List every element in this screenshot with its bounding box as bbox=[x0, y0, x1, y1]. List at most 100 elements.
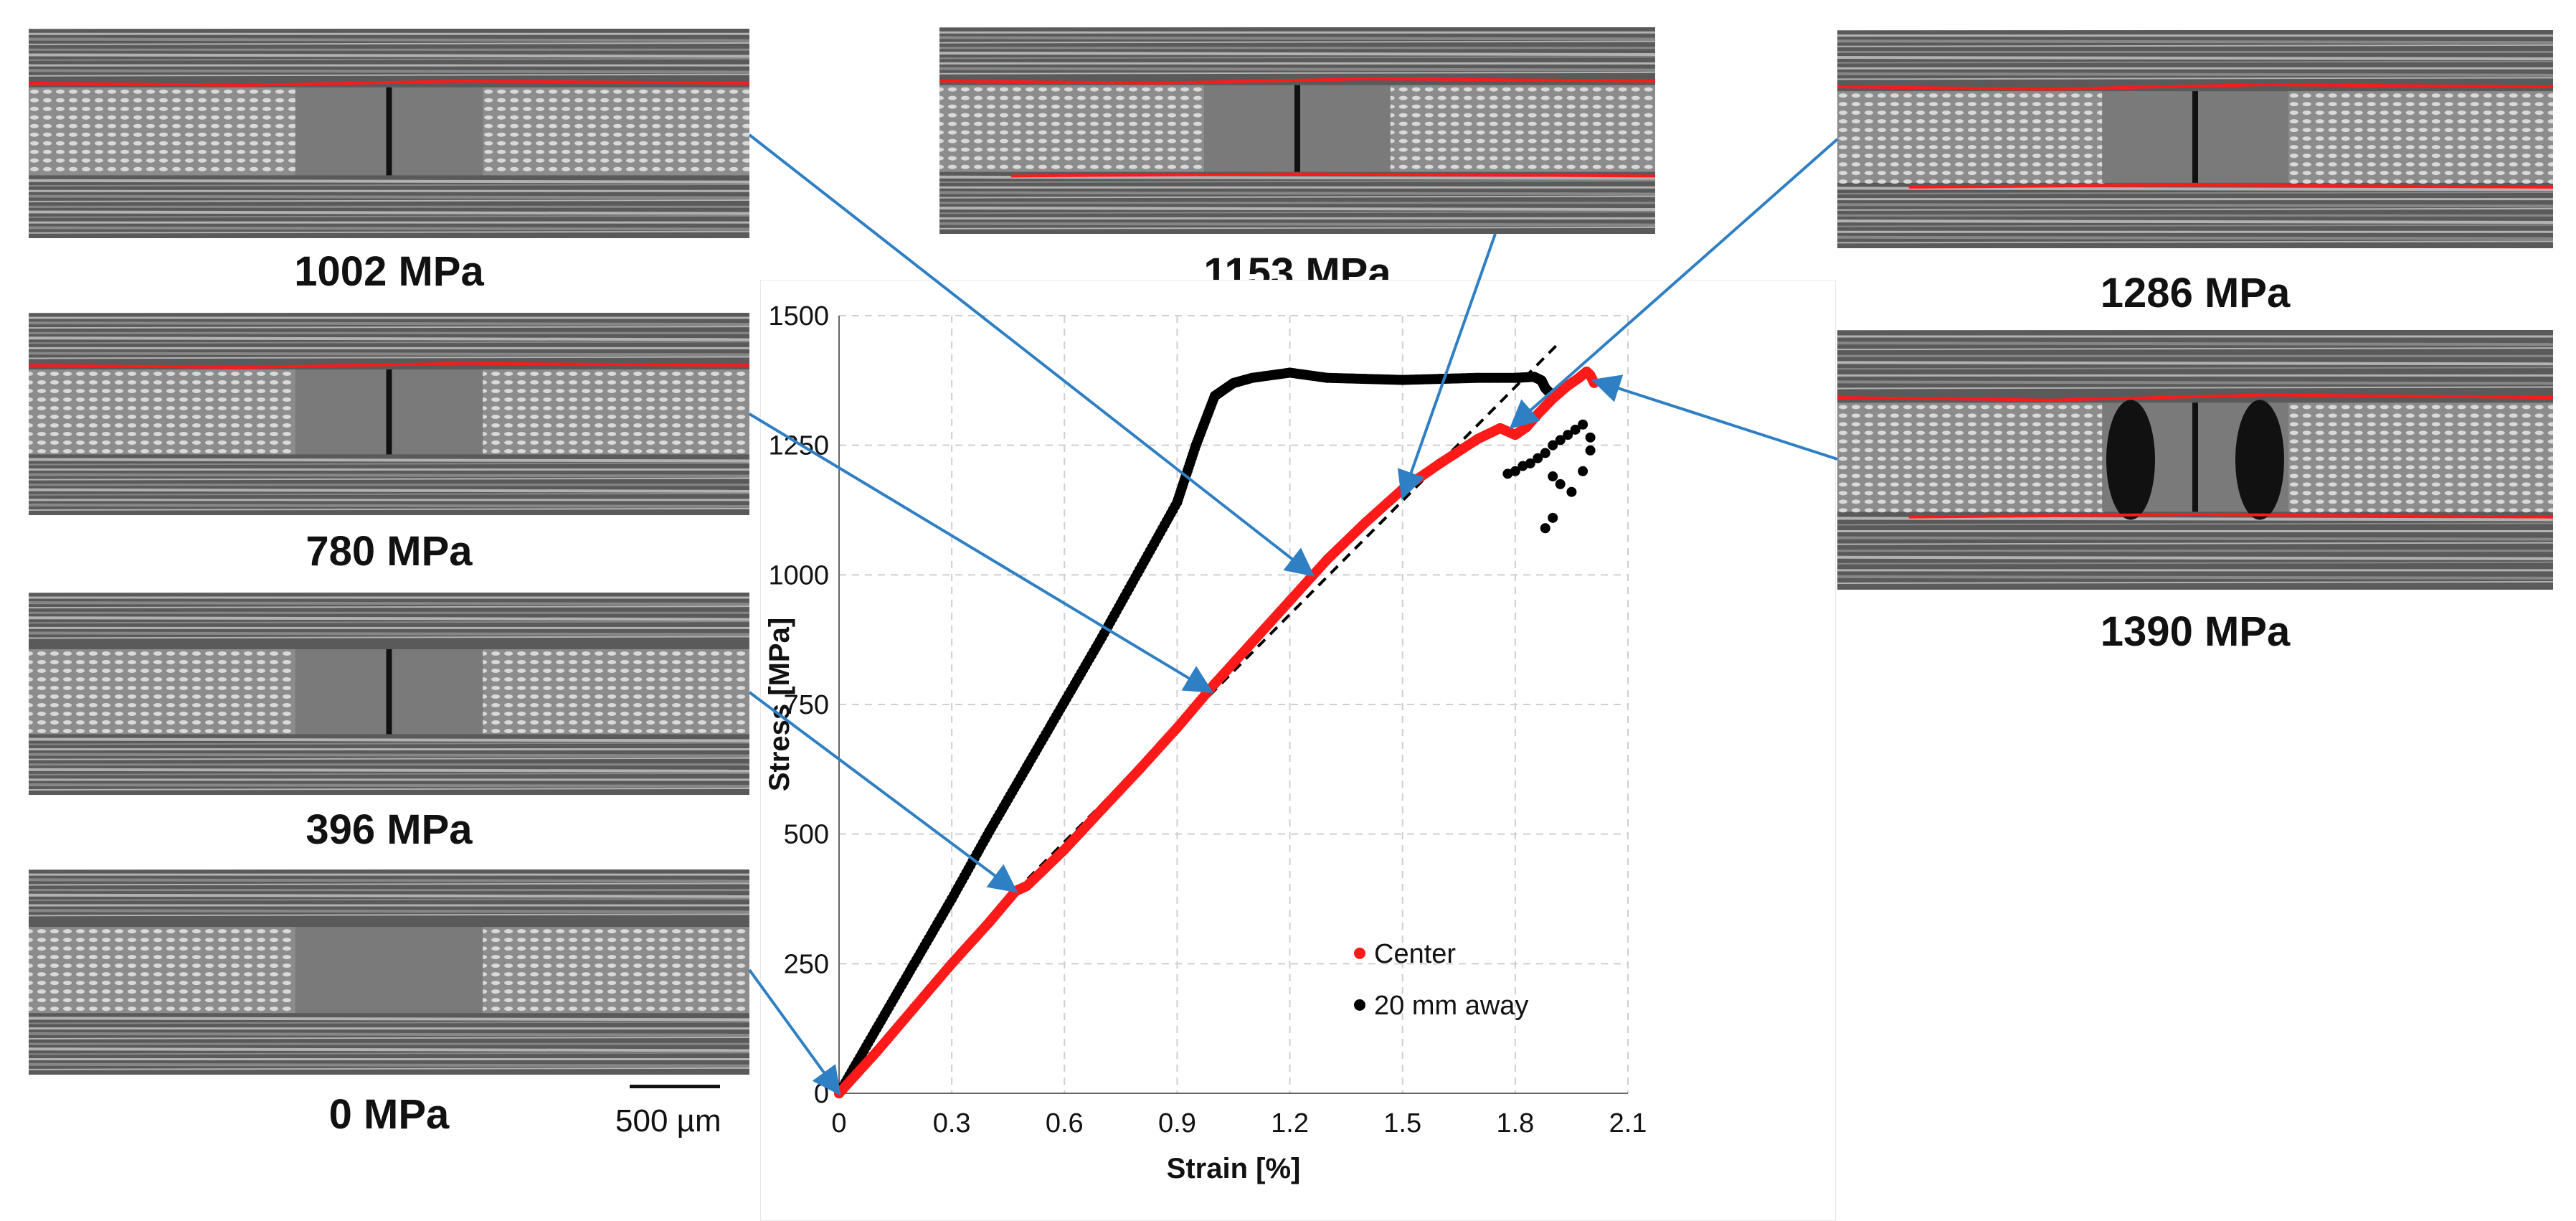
point-20mm-away-post bbox=[1578, 466, 1588, 476]
point-center bbox=[1435, 458, 1446, 468]
point-20mm-away-post bbox=[1555, 435, 1566, 446]
point-center bbox=[1059, 844, 1070, 855]
point-20mm-away bbox=[1360, 374, 1370, 385]
caption-0: 0 MPa bbox=[328, 1091, 450, 1138]
x-tick-label: 0 bbox=[831, 1108, 846, 1138]
point-20mm-away bbox=[1021, 761, 1032, 772]
x-tick-label: 0.3 bbox=[933, 1108, 971, 1138]
point-20mm-away-post bbox=[1533, 453, 1543, 463]
point-center bbox=[1097, 803, 1107, 814]
point-20mm-away bbox=[984, 826, 995, 837]
point-20mm-away bbox=[909, 958, 919, 969]
point-20mm-away bbox=[1135, 565, 1145, 575]
point-center bbox=[1172, 722, 1183, 733]
point-20mm-away-post bbox=[1578, 419, 1588, 430]
point-center bbox=[1397, 484, 1408, 495]
x-tick-label: 0.6 bbox=[1046, 1108, 1084, 1138]
point-center bbox=[1284, 595, 1295, 606]
stress-strain-chart: 0 0.3 0.6 0.9 1.2 1.5 1.8 2.1025050075010001250… bbox=[760, 280, 1836, 1221]
point-20mm-away bbox=[1190, 440, 1201, 451]
micrograph-1390 bbox=[1837, 330, 2553, 590]
point-20mm-away bbox=[1435, 374, 1446, 385]
y-tick-label: 0 bbox=[814, 1079, 829, 1109]
point-center bbox=[909, 1002, 919, 1013]
point-20mm-away bbox=[1059, 697, 1070, 707]
y-tick-label: 1500 bbox=[768, 301, 829, 331]
x-tick-label: 1.5 bbox=[1383, 1108, 1421, 1138]
caption-1002: 1002 MPa bbox=[294, 248, 484, 295]
point-center bbox=[1322, 554, 1332, 565]
y-tick-label: 500 bbox=[784, 820, 829, 850]
micrograph-1153 bbox=[939, 27, 1655, 234]
point-center bbox=[1510, 430, 1520, 440]
point-20mm-away-post bbox=[1510, 466, 1520, 476]
point-20mm-away bbox=[871, 1023, 882, 1034]
point-20mm-away-post bbox=[1563, 430, 1573, 440]
point-center bbox=[1135, 764, 1145, 775]
point-20mm-away-post bbox=[1548, 440, 1558, 451]
point-20mm-away bbox=[1209, 391, 1220, 402]
point-center bbox=[1588, 377, 1599, 388]
point-20mm-away-post bbox=[1555, 478, 1566, 489]
point-center bbox=[1021, 880, 1032, 891]
point-center bbox=[1472, 433, 1483, 444]
y-tick-label: 250 bbox=[784, 949, 829, 979]
point-20mm-away-post bbox=[1566, 486, 1577, 497]
legend-marker-away bbox=[1354, 999, 1365, 1011]
point-20mm-away bbox=[1172, 497, 1183, 508]
micrograph-396 bbox=[29, 593, 749, 795]
micrograph-1002 bbox=[29, 29, 749, 238]
x-tick-label: 2.1 bbox=[1609, 1108, 1647, 1138]
point-center bbox=[1563, 380, 1573, 391]
x-tick-label: 1.2 bbox=[1271, 1108, 1309, 1138]
point-center bbox=[1548, 393, 1558, 404]
legend-marker-center bbox=[1354, 947, 1365, 959]
caption-1286: 1286 MPa bbox=[2100, 270, 2291, 316]
chart-background bbox=[760, 280, 1836, 1221]
point-20mm-away-post bbox=[1525, 458, 1535, 468]
point-center bbox=[1247, 637, 1258, 648]
point-20mm-away-post bbox=[1585, 432, 1596, 443]
point-center bbox=[1521, 422, 1532, 433]
point-20mm-away bbox=[1284, 367, 1295, 378]
point-20mm-away bbox=[1247, 372, 1258, 383]
y-tick-label: 1000 bbox=[768, 560, 829, 590]
scale-bar-label: 500 µm bbox=[615, 1103, 721, 1138]
point-center bbox=[834, 1088, 844, 1098]
point-20mm-away-post bbox=[1540, 523, 1550, 534]
point-20mm-away-post bbox=[1548, 512, 1558, 523]
point-20mm-away bbox=[1322, 372, 1332, 383]
point-center bbox=[947, 958, 957, 969]
point-20mm-away bbox=[1397, 374, 1408, 385]
x-tick-label: 1.8 bbox=[1496, 1108, 1534, 1138]
point-20mm-away bbox=[1097, 632, 1107, 643]
point-20mm-away-post bbox=[1548, 471, 1558, 482]
caption-396: 396 MPa bbox=[306, 806, 473, 853]
y-tick-label: 1250 bbox=[768, 431, 829, 461]
point-20mm-away bbox=[1228, 377, 1239, 388]
micrograph-0 bbox=[29, 869, 749, 1075]
point-20mm-away bbox=[1510, 372, 1520, 383]
y-axis-label: Stress [MPa] bbox=[764, 618, 795, 791]
point-center bbox=[1360, 518, 1370, 529]
caption-1390: 1390 MPa bbox=[2100, 608, 2291, 655]
point-center bbox=[871, 1047, 882, 1057]
point-center bbox=[1533, 409, 1543, 420]
x-axis-label: Strain [%] bbox=[1167, 1153, 1301, 1184]
point-center bbox=[1010, 886, 1021, 897]
point-center bbox=[984, 917, 995, 928]
x-tick-label: 0.9 bbox=[1158, 1108, 1196, 1138]
point-center bbox=[1495, 423, 1505, 433]
point-center bbox=[1209, 679, 1220, 689]
legend-label-away: 20 mm away bbox=[1374, 991, 1528, 1021]
point-20mm-away bbox=[1540, 383, 1550, 394]
micrograph-1286 bbox=[1837, 30, 2553, 248]
point-20mm-away-post bbox=[1540, 448, 1550, 458]
scale-bar bbox=[630, 1085, 720, 1088]
point-20mm-away bbox=[947, 894, 957, 904]
point-20mm-away bbox=[1472, 372, 1483, 383]
micrograph-780 bbox=[29, 313, 749, 515]
caption-780: 780 MPa bbox=[306, 528, 473, 575]
point-20mm-away-post bbox=[1585, 445, 1596, 456]
legend-label-center: Center bbox=[1374, 939, 1456, 969]
